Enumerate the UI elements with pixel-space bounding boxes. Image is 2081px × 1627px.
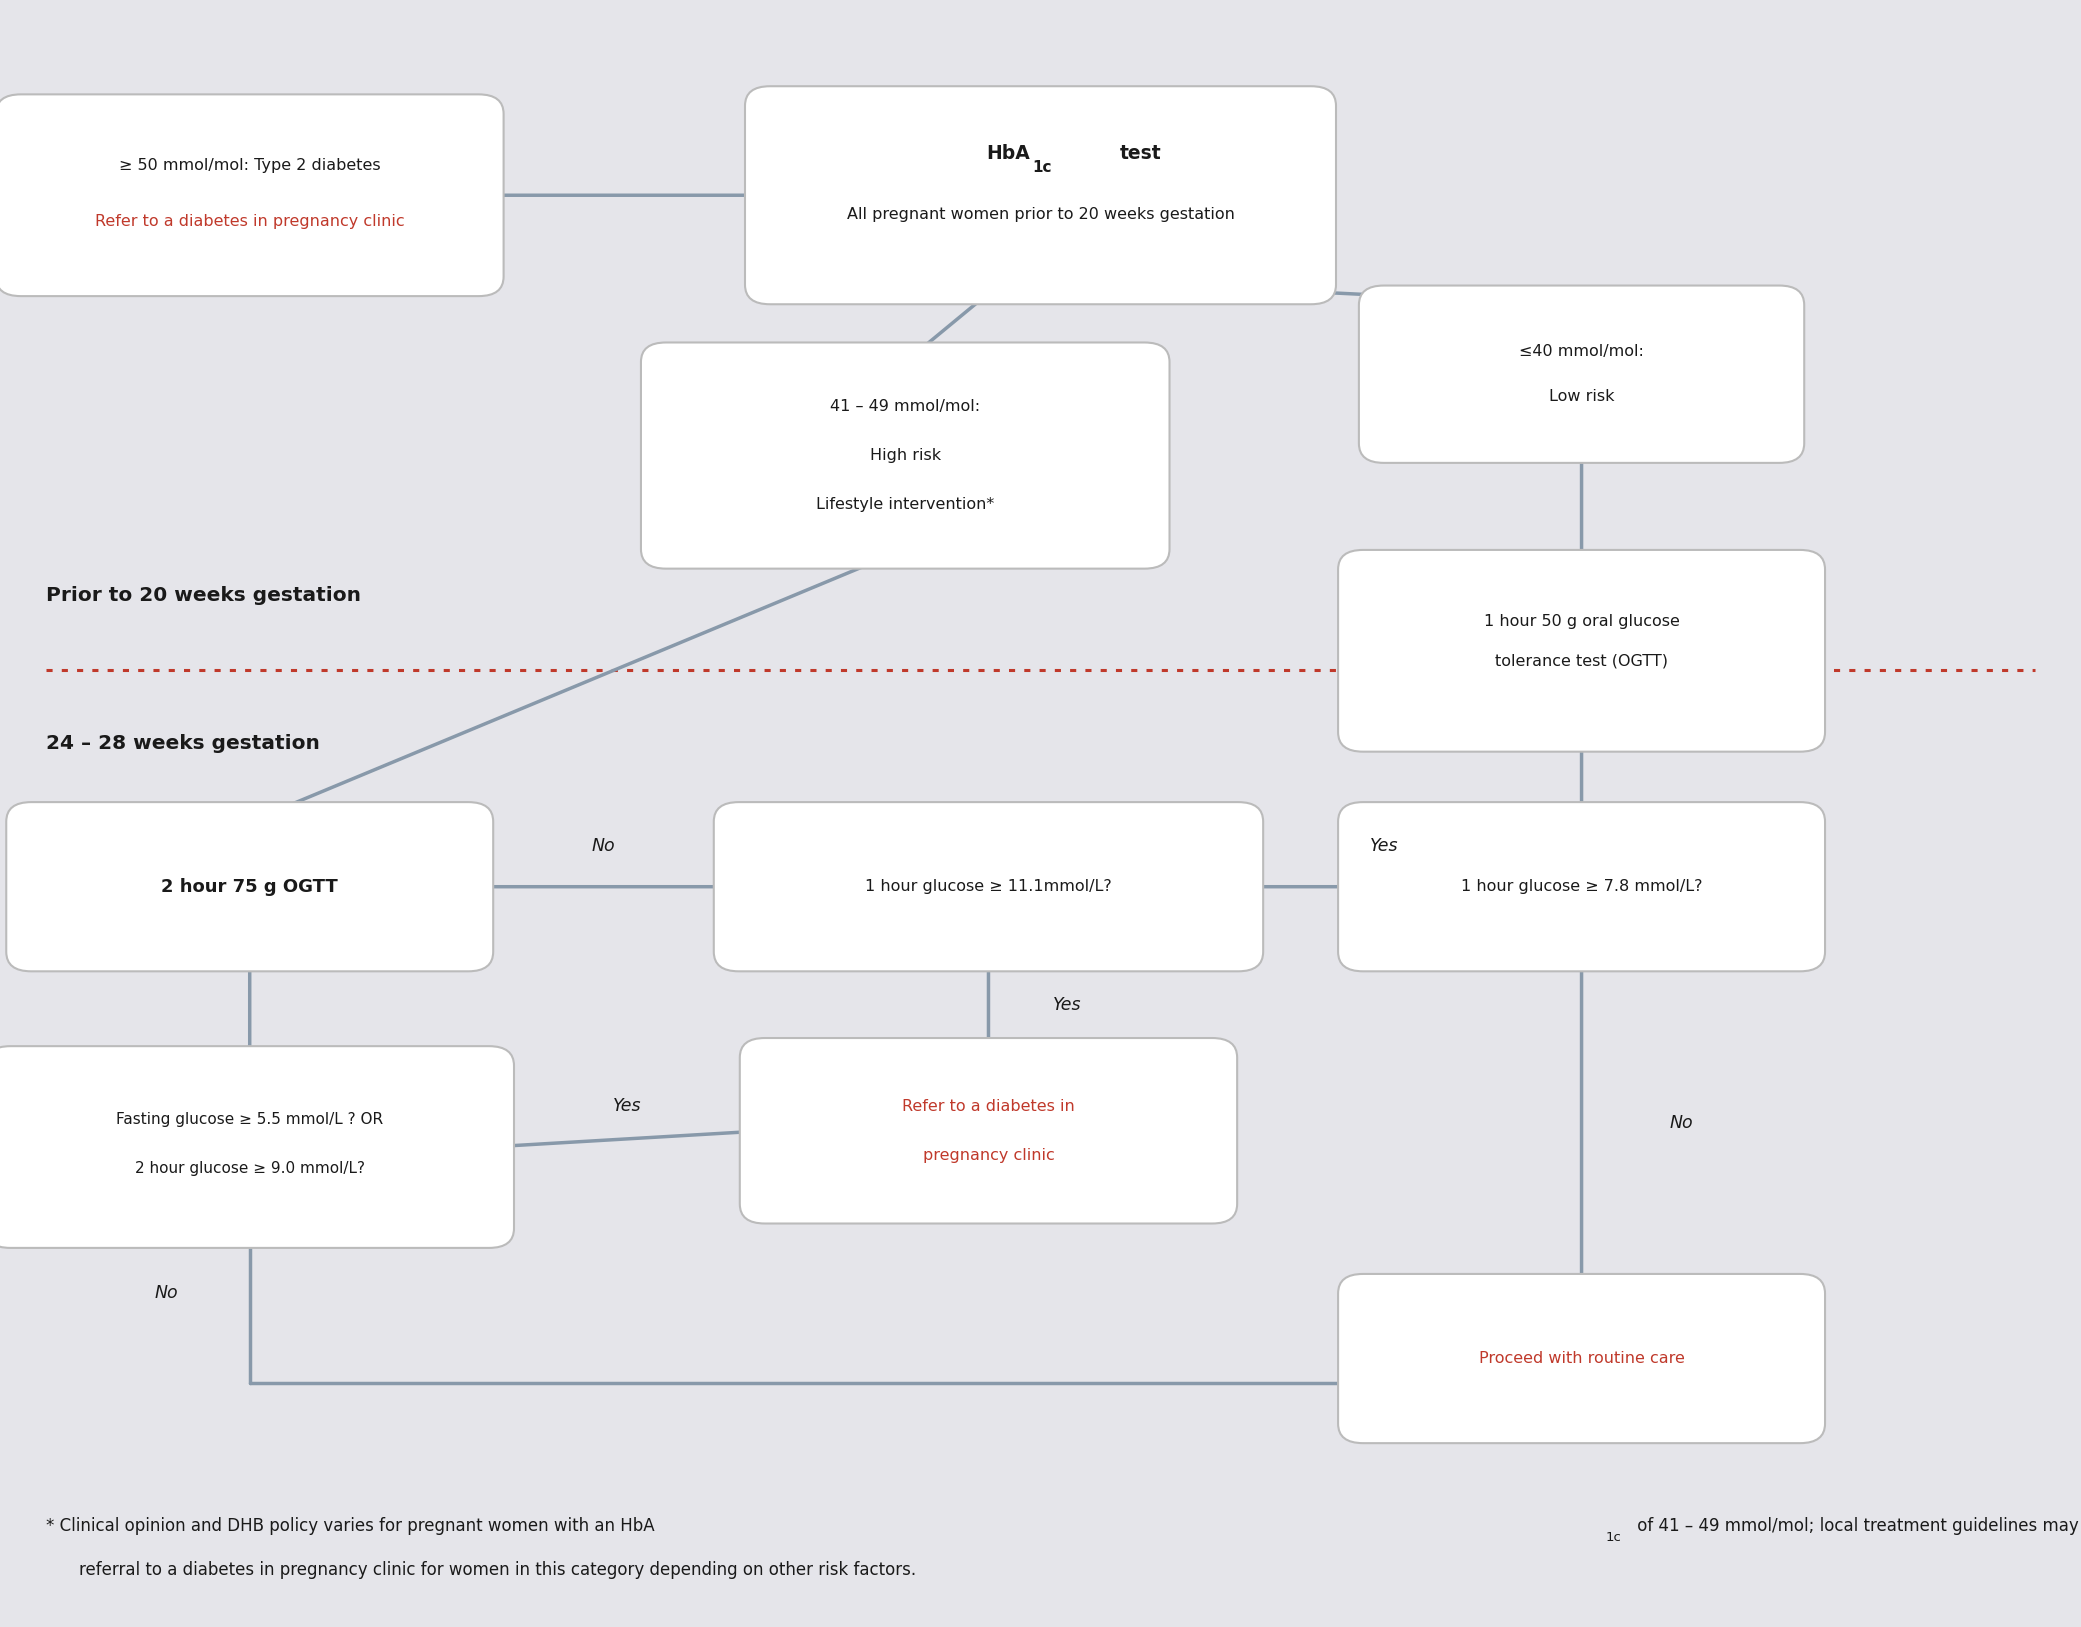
Text: 1 hour glucose ≥ 7.8 mmol/L?: 1 hour glucose ≥ 7.8 mmol/L? [1461, 879, 1702, 895]
Text: No: No [1669, 1113, 1694, 1132]
Text: Yes: Yes [1053, 996, 1082, 1014]
FancyBboxPatch shape [6, 802, 493, 971]
Text: Proceed with routine care: Proceed with routine care [1480, 1350, 1684, 1367]
Text: Refer to a diabetes in: Refer to a diabetes in [901, 1098, 1076, 1114]
Text: 41 – 49 mmol/mol:: 41 – 49 mmol/mol: [830, 399, 980, 415]
Text: HbA: HbA [986, 145, 1030, 163]
Text: 1c: 1c [1032, 161, 1051, 176]
Text: Lifestyle intervention*: Lifestyle intervention* [816, 496, 995, 513]
FancyBboxPatch shape [0, 1046, 514, 1248]
Text: Yes: Yes [612, 1097, 641, 1116]
FancyBboxPatch shape [1338, 550, 1825, 752]
Text: No: No [154, 1284, 179, 1303]
Text: Prior to 20 weeks gestation: Prior to 20 weeks gestation [46, 586, 360, 605]
FancyBboxPatch shape [1338, 802, 1825, 971]
FancyBboxPatch shape [745, 86, 1336, 304]
Text: 1 hour glucose ≥ 11.1mmol/L?: 1 hour glucose ≥ 11.1mmol/L? [866, 879, 1111, 895]
FancyBboxPatch shape [1359, 286, 1804, 464]
Text: Fasting glucose ≥ 5.5 mmol/L ? OR: Fasting glucose ≥ 5.5 mmol/L ? OR [117, 1111, 383, 1128]
Text: All pregnant women prior to 20 weeks gestation: All pregnant women prior to 20 weeks ges… [847, 207, 1234, 223]
FancyBboxPatch shape [741, 1038, 1236, 1224]
Text: Yes: Yes [1369, 836, 1398, 856]
Text: 24 – 28 weeks gestation: 24 – 28 weeks gestation [46, 734, 320, 753]
Text: * Clinical opinion and DHB policy varies for pregnant women with an HbA: * Clinical opinion and DHB policy varies… [46, 1516, 653, 1536]
Text: Low risk: Low risk [1548, 389, 1615, 405]
Text: Refer to a diabetes in pregnancy clinic: Refer to a diabetes in pregnancy clinic [96, 213, 404, 229]
Text: of 41 – 49 mmol/mol; local treatment guidelines may recommend: of 41 – 49 mmol/mol; local treatment gui… [1632, 1516, 2081, 1536]
Text: test: test [1120, 145, 1161, 163]
Text: No: No [591, 836, 616, 856]
Text: referral to a diabetes in pregnancy clinic for women in this category depending : referral to a diabetes in pregnancy clin… [79, 1560, 916, 1580]
Text: tolerance test (OGTT): tolerance test (OGTT) [1494, 652, 1669, 669]
FancyBboxPatch shape [1338, 1274, 1825, 1443]
Text: ≤40 mmol/mol:: ≤40 mmol/mol: [1519, 343, 1644, 360]
Text: High risk: High risk [870, 447, 941, 464]
Text: pregnancy clinic: pregnancy clinic [922, 1147, 1055, 1163]
FancyBboxPatch shape [714, 802, 1263, 971]
Text: ≥ 50 mmol/mol: Type 2 diabetes: ≥ 50 mmol/mol: Type 2 diabetes [119, 158, 381, 174]
FancyBboxPatch shape [0, 94, 504, 296]
Text: 1 hour 50 g oral glucose: 1 hour 50 g oral glucose [1484, 613, 1679, 630]
FancyBboxPatch shape [641, 343, 1170, 569]
Text: 2 hour glucose ≥ 9.0 mmol/L?: 2 hour glucose ≥ 9.0 mmol/L? [135, 1160, 364, 1176]
Text: 2 hour 75 g OGTT: 2 hour 75 g OGTT [162, 877, 337, 896]
Text: 1c: 1c [1607, 1531, 1621, 1544]
